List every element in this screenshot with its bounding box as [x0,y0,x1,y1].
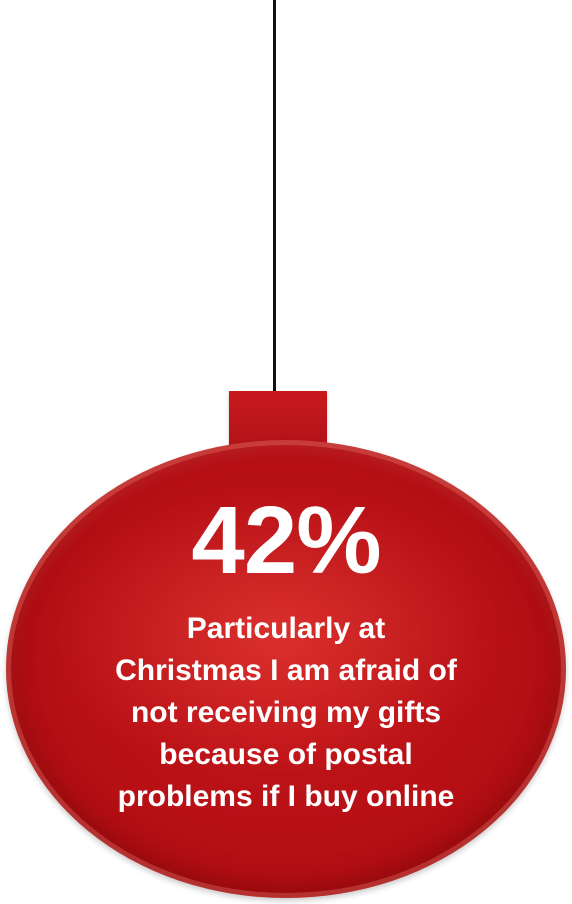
caption-line: Christmas I am afraid of [115,654,457,687]
caption-line: Particularly at [186,612,386,645]
statistic-percent: 42% [191,487,381,594]
hanging-string [273,0,276,392]
statistic-caption: Particularly at Christmas I am afraid of… [56,608,516,818]
caption-line: because of postal [159,738,413,771]
caption-line: problems if I buy online [117,780,455,813]
caption-line: not receiving my gifts [130,696,442,729]
ornament-ball [6,440,566,898]
